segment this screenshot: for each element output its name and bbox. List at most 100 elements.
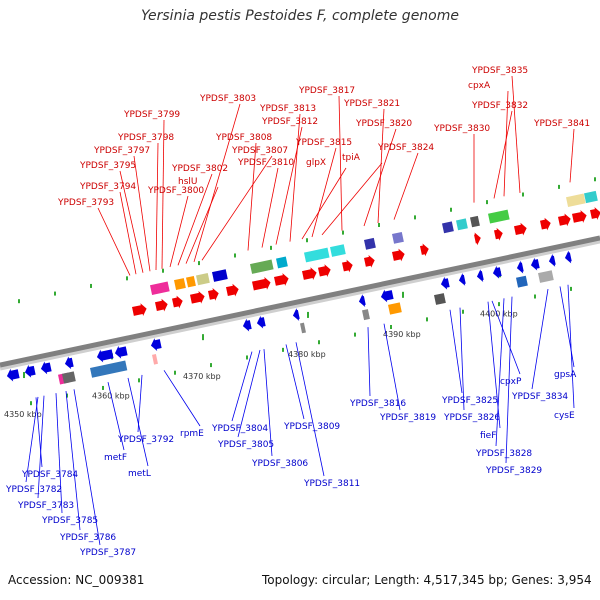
- forward-gene-label: YPDSF_3799: [123, 110, 180, 120]
- feature-block-shape: [442, 221, 454, 234]
- feature-block-shape: [434, 293, 446, 305]
- scale-tick-label: 4380 kbp: [288, 350, 326, 359]
- forward-gene-label: YPDSF_3812: [261, 117, 318, 127]
- forward-gene-label: YPDSF_3832: [471, 101, 528, 111]
- reverse-gene-label: fieF: [480, 431, 496, 441]
- track-dot: [162, 268, 164, 273]
- reverse-gene-arrow-shape: [548, 254, 556, 267]
- forward-gene-arrow-shape: [318, 264, 331, 278]
- reverse-label-leader: [127, 377, 149, 467]
- reverse-gene-arrow: [530, 257, 540, 271]
- reverse-gene-label: YPDSF_3816: [349, 399, 406, 409]
- forward-gene-arrow-shape: [252, 277, 271, 291]
- feature-block: [364, 237, 376, 250]
- track-dot: [234, 253, 236, 258]
- forward-gene-arrow: [155, 298, 168, 312]
- reverse-gene-arrow-shape: [256, 315, 266, 329]
- feature-block-shape: [488, 209, 510, 224]
- forward-label-leader: [119, 191, 137, 275]
- track-dot: [558, 184, 560, 189]
- forward-label-leader: [247, 142, 257, 251]
- feature-block: [584, 190, 598, 204]
- reverse-gene-arrow-shape: [24, 364, 36, 378]
- reverse-gene-label: metF: [104, 453, 127, 463]
- forward-gene-label: YPDSF_3830: [433, 124, 490, 134]
- forward-gene-label: YPDSF_3797: [93, 146, 150, 156]
- reverse-gene-arrow: [114, 345, 128, 359]
- scale-tick: [23, 372, 25, 379]
- track-dot: [570, 286, 572, 291]
- backbone-shadow: [0, 238, 600, 371]
- forward-gene-arrow: [590, 207, 600, 220]
- feature-block: [186, 275, 196, 288]
- feature-block-shape: [304, 247, 330, 263]
- track-dot: [18, 299, 20, 304]
- reverse-gene-arrow-shape: [242, 318, 252, 332]
- reverse-gene-arrow: [150, 338, 162, 351]
- feature-block: [538, 270, 554, 283]
- reverse-label-leader: [137, 374, 143, 433]
- reverse-label-leader: [37, 395, 45, 499]
- forward-gene-arrow: [302, 267, 317, 280]
- forward-gene-arrow-shape: [420, 243, 429, 257]
- reverse-gene-arrow-shape: [40, 361, 52, 375]
- feature-block: [488, 209, 510, 224]
- reverse-label-leader: [285, 344, 305, 420]
- forward-gene-arrow: [540, 217, 551, 231]
- reverse-gene-arrow-shape: [64, 356, 74, 370]
- forward-gene-arrow-shape: [590, 207, 600, 220]
- feature-block-shape: [470, 215, 480, 228]
- track-dot: [270, 245, 272, 250]
- forward-gene-arrow-shape: [172, 295, 183, 309]
- forward-gene-arrow: [494, 227, 503, 241]
- reverse-gene-label: metL: [128, 469, 151, 479]
- forward-gene-arrow: [420, 243, 429, 257]
- reverse-label-leader: [559, 286, 575, 368]
- reverse-gene-label: YPDSF_3811: [303, 479, 360, 489]
- reverse-gene-arrow-shape: [476, 269, 484, 282]
- reverse-gene-arrow: [6, 368, 20, 382]
- forward-label-leader: [185, 186, 219, 264]
- reverse-label-leader: [505, 296, 513, 464]
- forward-gene-arrow: [318, 264, 331, 278]
- reverse-label-leader: [73, 389, 101, 546]
- forward-gene-arrow-shape: [558, 213, 571, 227]
- feature-block-shape: [515, 275, 528, 288]
- feature-block-shape: [362, 309, 370, 321]
- reverse-gene-arrow: [24, 364, 36, 378]
- forward-label-leader: [155, 142, 159, 270]
- reverse-label-leader: [231, 351, 253, 422]
- reverse-gene-label: YPDSF_3809: [283, 422, 340, 432]
- feature-block-shape: [186, 275, 196, 288]
- track-dot: [210, 363, 212, 368]
- forward-gene-arrow: [392, 248, 405, 262]
- forward-gene-label: YPDSF_3817: [298, 86, 355, 96]
- track-dot: [354, 332, 356, 337]
- feature-block: [470, 215, 480, 228]
- reverse-gene-arrow: [380, 289, 394, 303]
- reverse-gene-arrow: [358, 294, 366, 307]
- track-dot: [306, 238, 308, 243]
- feature-block: [90, 360, 128, 378]
- forward-gene-arrow: [342, 259, 353, 273]
- reverse-gene-label: YPDSF_3785: [41, 516, 98, 526]
- forward-label-leader: [569, 128, 575, 183]
- track-dot: [522, 192, 524, 197]
- forward-label-leader: [503, 90, 509, 197]
- forward-gene-arrow-shape: [364, 254, 375, 268]
- feature-block: [276, 256, 288, 269]
- reverse-gene-arrow-shape: [96, 349, 114, 363]
- forward-label-leader: [301, 167, 347, 240]
- track-dot: [246, 355, 248, 360]
- scale-tick: [202, 334, 204, 341]
- forward-gene-label: YPDSF_3808: [215, 133, 272, 143]
- reverse-gene-arrow: [548, 254, 556, 267]
- track-dot: [282, 347, 284, 352]
- reverse-gene-arrow-shape: [380, 289, 394, 303]
- forward-gene-label: YPDSF_3793: [57, 198, 114, 208]
- reverse-gene-label: YPDSF_3805: [217, 440, 274, 450]
- forward-label-leader: [177, 173, 213, 266]
- reverse-gene-arrow: [516, 260, 524, 274]
- feature-block: [152, 353, 158, 365]
